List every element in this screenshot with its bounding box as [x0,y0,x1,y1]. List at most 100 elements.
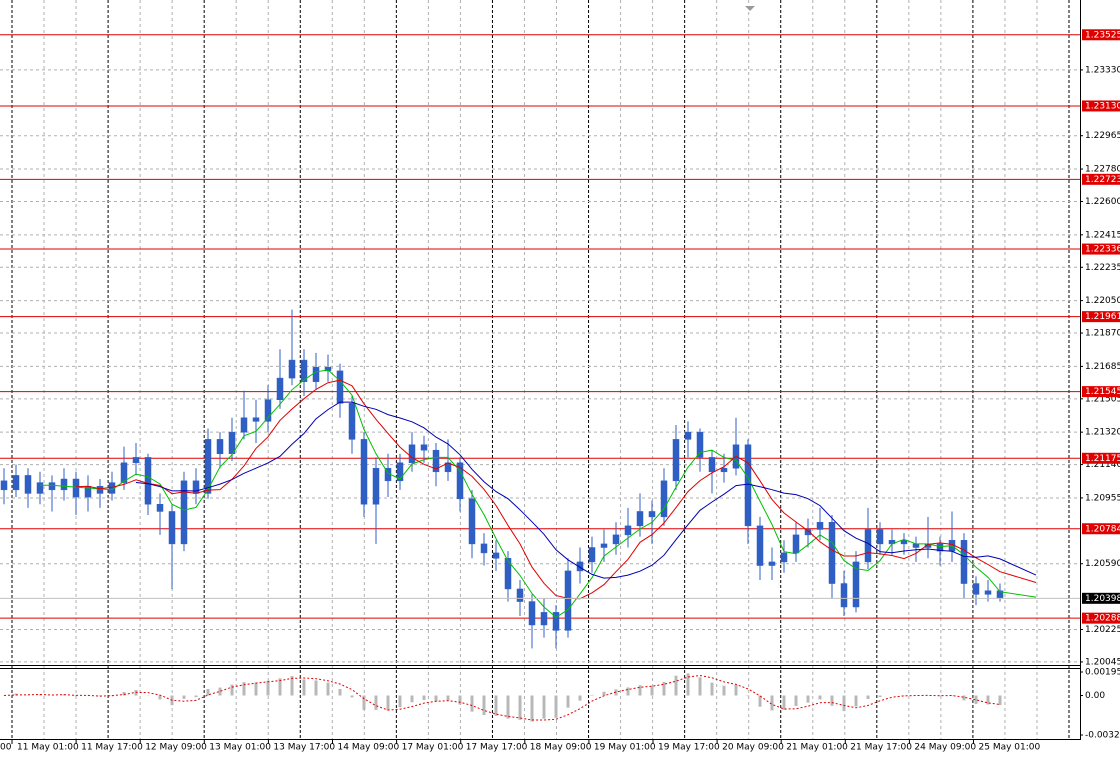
x-tick-label: 21 May 01:00 [786,743,848,753]
x-tick-label: 13 May 01:00 [209,743,271,753]
candle-body [36,482,44,494]
candle-body [396,462,404,482]
y-tick-label: 1.22415 [1085,230,1120,240]
level-label-box [1082,29,1120,41]
candle-body [48,482,56,491]
candle-body [612,534,620,545]
x-tick-label: 14 May 09:00 [338,743,400,753]
candle-body [408,444,416,464]
candle-body [240,417,248,433]
candle-body [216,439,224,455]
level-label: 1.20784 [1085,524,1120,534]
x-tick-label: 17 May 01:00 [402,743,464,753]
x-tick-label: 17 May 17:00 [466,743,528,753]
candle-body [480,543,488,554]
y-tick-label: 1.22050 [1085,296,1120,306]
candle-body [300,359,308,382]
x-tick-label: 11 May 17:00 [81,743,143,753]
candle-body [372,467,380,505]
candle-body [492,552,500,559]
candle-body [588,547,596,563]
candle-body [648,511,656,518]
candle-body [204,439,212,494]
candle-body [360,439,368,505]
candle-body [564,570,572,631]
candle-body [0,480,8,491]
level-label-box [1082,612,1120,624]
candle-body [624,525,632,536]
candle-body [420,444,428,451]
y-tick-label: 1.23330 [1085,65,1120,75]
level-label-box [1082,100,1120,112]
candle-body [576,561,584,572]
candle-body [348,403,356,440]
level-label: 1.22336 [1085,245,1120,255]
x-tick-label: 13 May 17:00 [273,743,335,753]
candle-body [264,399,272,422]
candle-body [912,543,920,548]
level-label: 1.21175 [1085,454,1120,464]
shift-marker [745,6,755,11]
candle-body [144,457,152,505]
y-tick-label: 1.20955 [1085,493,1120,503]
candle-body [432,449,440,473]
candle-body [132,457,140,464]
candle-body [960,540,968,584]
y-tick-label: 1.22780 [1085,165,1120,175]
candle-body [324,367,332,372]
candle-body [972,583,980,595]
candle-body [60,478,68,491]
y2-tick-label: 0.00 [1085,691,1105,701]
x-tick-label: 25 May 01:00 [979,743,1041,753]
level-label-box [1082,311,1120,323]
candle-body [660,480,668,518]
candle-body [288,359,296,379]
candle-body [768,561,776,566]
x-tick-label: 20 May 09:00 [722,743,784,753]
candle-body [816,522,824,530]
current-price-box [1082,592,1120,604]
y-tick-label: 1.21140 [1085,460,1120,470]
y2-tick-label: 0.001957 [1085,668,1120,678]
level-label: 1.23130 [1085,101,1120,111]
y-tick-label: 1.20045 [1085,657,1120,667]
candle-body [636,511,644,527]
candle-body [528,601,536,626]
candle-body [168,511,176,545]
candle-body [180,480,188,545]
candle-body [864,529,872,563]
candle-body [96,485,104,494]
plot [0,34,1080,722]
y-tick-label: 1.21505 [1085,394,1120,404]
candle-body [876,529,884,545]
candle-body [984,590,992,595]
candle-body [552,612,560,631]
x-tick-label: 00 [0,743,12,753]
candle-body [600,543,608,548]
x-tick-label: 21 May 17:00 [850,743,912,753]
y-tick-label: 1.22235 [1085,263,1120,273]
candle-body [156,503,164,512]
candle-body [456,462,464,500]
candle-body [12,475,20,491]
level-label: 1.20288 [1085,614,1120,624]
candle-body [276,377,284,400]
candle-body [708,457,716,473]
x-tick-label: 12 May 09:00 [145,743,207,753]
candle-body [312,367,320,382]
y-tick-label: 1.22600 [1085,197,1120,207]
level-label: 1.22723 [1085,175,1120,185]
level-label-box [1082,452,1120,464]
x-tick-label: 19 May 01:00 [594,743,656,753]
candle-body [252,417,260,422]
x-tick-label: 19 May 17:00 [658,743,720,753]
candle-body [684,431,692,440]
level-label-box [1082,523,1120,535]
candle-body [756,525,764,566]
level-label: 1.21545 [1085,387,1120,397]
candle-body [900,540,908,545]
level-label: 1.21961 [1085,312,1120,322]
